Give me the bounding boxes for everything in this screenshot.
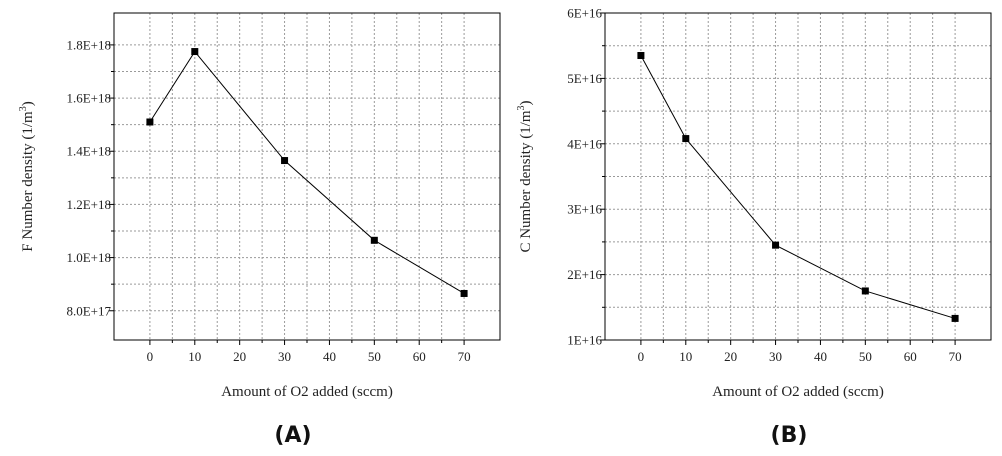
x-tick-label: 60 (904, 349, 917, 364)
y-axis-label: F Number density (1/m3) (18, 101, 36, 251)
y-tick-label: 6E+16 (567, 6, 602, 21)
y-axis-label-end: ) (518, 100, 534, 105)
y-axis-label-text: C Number density (1/m (518, 110, 534, 252)
data-point (460, 289, 468, 297)
y-axis-label-superscript: 3 (18, 106, 29, 111)
x-tick-label: 50 (859, 349, 872, 364)
data-point (772, 241, 780, 249)
y-tick-label: 8.0E+17 (66, 303, 111, 318)
x-tick-label: 70 (458, 349, 471, 364)
y-tick-label: 1E+16 (567, 333, 602, 348)
x-tick-label: 0 (638, 349, 645, 364)
x-tick-label: 10 (679, 349, 692, 364)
x-tick-label: 20 (724, 349, 737, 364)
x-axis-label: Amount of O2 added (sccm) (712, 384, 884, 400)
x-tick-label: 70 (949, 349, 962, 364)
x-tick-label: 60 (413, 349, 426, 364)
data-point (191, 48, 199, 56)
x-tick-label: 40 (323, 349, 336, 364)
x-tick-label: 50 (368, 349, 381, 364)
x-tick-label: 30 (769, 349, 782, 364)
data-point (370, 236, 378, 244)
data-point (637, 52, 645, 60)
x-tick-label: 0 (147, 349, 154, 364)
y-tick-label: 1.0E+18 (66, 250, 111, 265)
x-tick-label: 20 (233, 349, 246, 364)
y-axis-label-end: ) (20, 101, 36, 106)
x-tick-label: 40 (814, 349, 827, 364)
y-axis-label-text: F Number density (1/m (20, 111, 36, 252)
panel-b: 0 10 20 30 40 50 60 70 1E+16 2E+16 3E+16 4E+16 5E+16… (516, 6, 992, 448)
y-tick-label: 1.6E+18 (66, 91, 111, 106)
data-point (951, 314, 959, 322)
y-tick-label: 1.4E+18 (66, 144, 111, 159)
x-axis-label: Amount of O2 added (sccm) (221, 384, 393, 400)
y-tick-label: 1.2E+18 (66, 197, 111, 212)
x-tick-label: 30 (278, 349, 291, 364)
y-tick-label: 5E+16 (567, 71, 602, 86)
x-tick-label: 10 (188, 349, 201, 364)
y-axis-label: C Number density (1/m3) (516, 100, 534, 252)
y-axis-label-superscript: 3 (516, 105, 527, 110)
y-tick-label: 1.8E+18 (66, 37, 111, 52)
panel-label: (A) (274, 423, 311, 448)
y-tick-label: 4E+16 (567, 136, 602, 151)
panel-a: 0 10 20 30 40 50 60 70 8.0E+17 1.0E+18 1.2E+18 1.4E… (18, 12, 501, 448)
y-tick-label: 3E+16 (567, 202, 602, 217)
panel-label: (B) (771, 423, 808, 448)
y-tick-label: 2E+16 (567, 267, 602, 282)
data-point (861, 287, 869, 295)
data-point (682, 135, 690, 143)
data-point (146, 118, 154, 126)
data-point (281, 157, 289, 165)
